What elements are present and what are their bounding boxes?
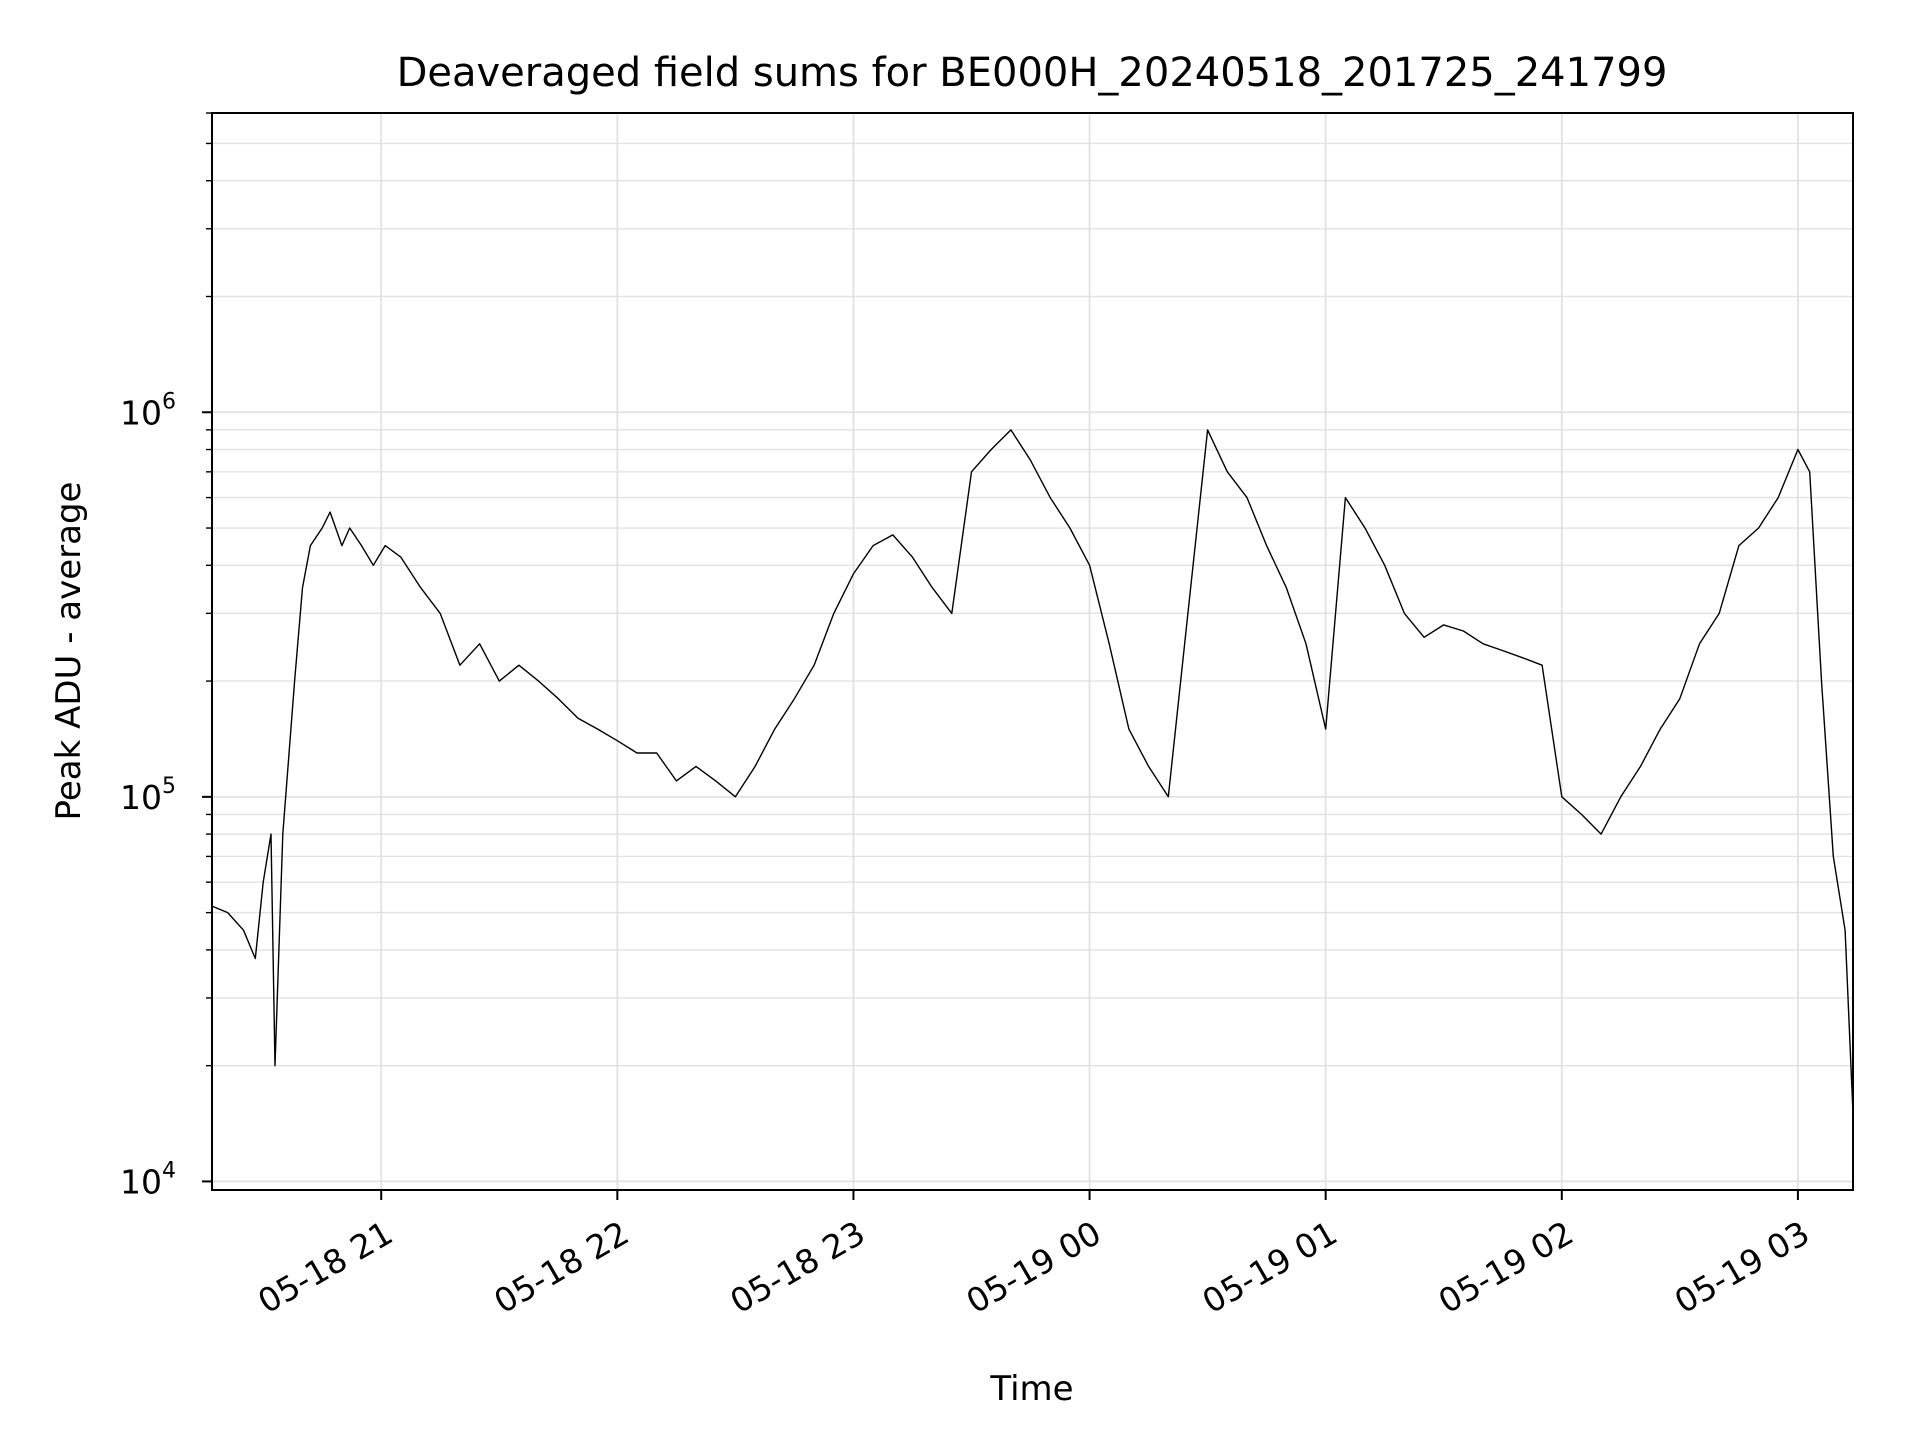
y-tick-label: 105 [120,774,176,817]
series-layer [211,429,1854,1114]
chart-title: Deaveraged field sums for BE000H_2024051… [397,50,1668,96]
plot-frame [211,112,1854,1191]
y-axis-label: Peak ADU - average [49,482,89,821]
grid [212,112,1853,1190]
series-line [211,429,1854,1114]
x-axis-label: Time [989,1369,1073,1409]
